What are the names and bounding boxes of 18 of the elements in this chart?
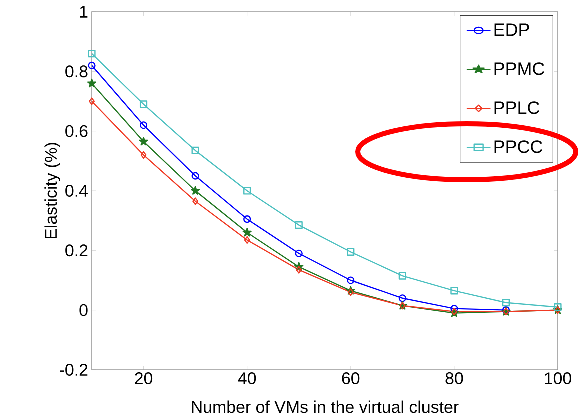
- y-tick-label: 0.8: [66, 66, 88, 78]
- legend-label: PPMC: [494, 62, 544, 76]
- x-tick-label: 60: [342, 372, 360, 385]
- x-tick-label: 40: [238, 372, 256, 385]
- legend-label: PPCC: [494, 140, 542, 154]
- x-tick-label: 100: [545, 372, 572, 385]
- y-tick-label: -0.2: [60, 364, 88, 376]
- y-tick-label: 0.6: [66, 125, 88, 138]
- y-axis-title: Elasticity (%): [44, 143, 60, 239]
- x-axis-title: Number of VMs in the virtual cluster: [192, 400, 459, 414]
- legend-label: PPLC: [494, 102, 540, 114]
- legend-label: EDP: [494, 24, 530, 36]
- x-tick-label: 80: [446, 372, 464, 385]
- y-tick-label: 1: [80, 6, 88, 18]
- y-tick-label: 0.2: [66, 244, 88, 257]
- y-tick-label: 0: [80, 304, 88, 316]
- y-tick-label: 0.4: [66, 185, 88, 197]
- x-tick-label: 20: [135, 372, 153, 385]
